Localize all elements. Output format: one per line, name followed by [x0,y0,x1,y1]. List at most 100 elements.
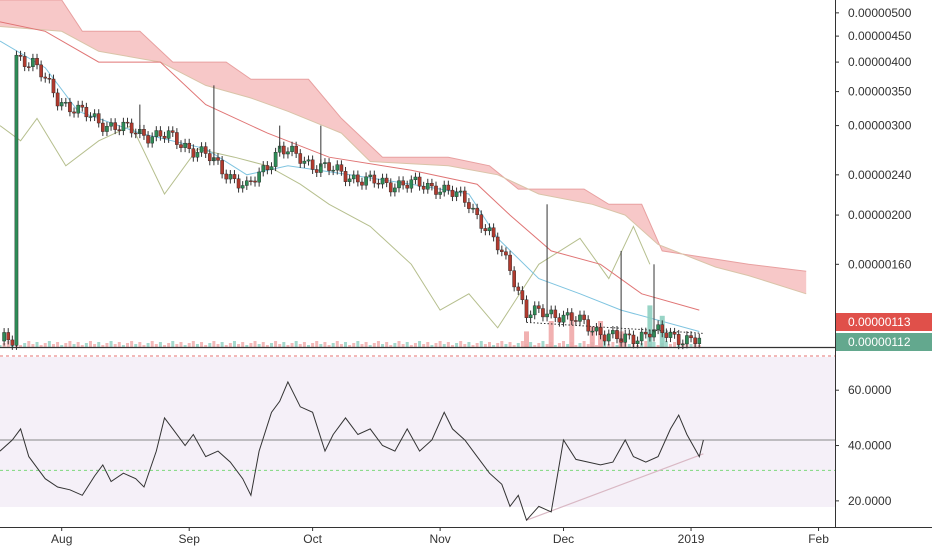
volume-bar [27,341,31,347]
candle-body [380,177,385,185]
candle-body [586,319,591,332]
candle-body [479,214,484,229]
volume-bar [430,345,434,347]
volume-bar [409,345,413,347]
indicator-tick-label: 60.0000 [848,383,892,397]
candle-body [314,169,319,173]
indicator-tick-label: 40.0000 [848,439,892,453]
candle-body [26,66,31,68]
volume-bar [586,344,590,347]
volume-bar [566,344,570,347]
candle-body [347,178,352,182]
volume-bar [553,345,557,347]
volume-bar [80,345,84,347]
volume-bar [60,345,64,347]
candle-body [446,184,451,191]
candle-body [578,314,582,322]
volume-bar [405,342,409,347]
indicator-band [0,357,835,507]
candle-body [504,251,508,256]
candle-body [92,113,97,117]
volume-bar [138,342,142,347]
volume-bar [126,343,130,347]
volume-bar [113,344,117,347]
candle-body [425,182,430,190]
volume-bar [520,341,524,347]
indicator-panel [0,357,835,522]
volume-bar [76,342,80,347]
candle-body [409,179,414,189]
volume-bar [72,344,76,347]
candle-body [417,176,422,187]
volume-bar [200,342,204,347]
kijun-line [0,21,700,311]
volume-bar [545,344,549,347]
candle-body [643,331,648,335]
time-tick-label: Sep [179,532,201,546]
candle-body [216,157,220,161]
volume-bar [372,343,376,347]
volume-bar [84,343,88,347]
volume-bar [516,343,520,347]
candle-body [660,324,665,334]
candle-body [681,343,685,346]
volume-bar [327,345,331,347]
volume-spike-bar [524,331,530,347]
candle-body [463,190,467,203]
time-tick-label: Nov [429,532,450,546]
volume-bar [537,343,541,347]
candle-body [487,227,492,232]
volume-bar [426,342,430,347]
volume-bar [673,342,677,347]
candle-body [146,135,150,144]
volume-bar [282,342,286,347]
time-tick-label: Aug [51,532,72,546]
candle-body [310,159,315,170]
volume-bar [269,343,273,347]
price-tick-label: 0.00000350 [848,85,912,99]
volume-bar [39,345,43,347]
volume-bar [183,345,187,347]
candle-body [434,185,438,195]
volume-bar [422,344,426,347]
price-tick-label: 0.00000400 [848,55,912,69]
volume-bar [257,344,261,347]
volume-bar [35,342,39,347]
support-trendline [526,321,704,334]
candle-body [615,330,619,340]
candle-body [590,330,595,333]
candle-body [207,153,212,162]
volume-bar [208,343,212,347]
candle-body [582,314,586,320]
volume-bar [232,341,236,347]
candle-body [10,339,15,346]
candle-body [574,320,578,322]
volume-bar [253,341,257,347]
indicator-trendline [526,453,704,521]
candle-body [656,324,660,330]
volume-bar [19,345,23,347]
volume-bar [385,342,389,347]
volume-bar [594,345,598,347]
volume-bar [224,345,228,347]
volume-bar [496,343,500,347]
price-tick-label: 0.00000160 [848,257,912,271]
candle-body [401,180,405,186]
candle-body [537,305,541,309]
volume-bar [319,344,323,347]
candle-body [343,171,348,182]
candle-body [611,330,615,335]
candle-body [162,135,167,139]
volume-bar [348,345,352,347]
candle-body [6,332,11,341]
candle-body [154,130,159,137]
price-tick-label: 0.00000200 [848,208,912,222]
candle-body [244,180,249,186]
price-tick-label: 0.00000240 [848,168,912,182]
candle-body [88,116,93,118]
candle-body [257,171,261,183]
candle-body [360,181,364,186]
candle-body [203,146,208,154]
candle-body [393,187,397,193]
